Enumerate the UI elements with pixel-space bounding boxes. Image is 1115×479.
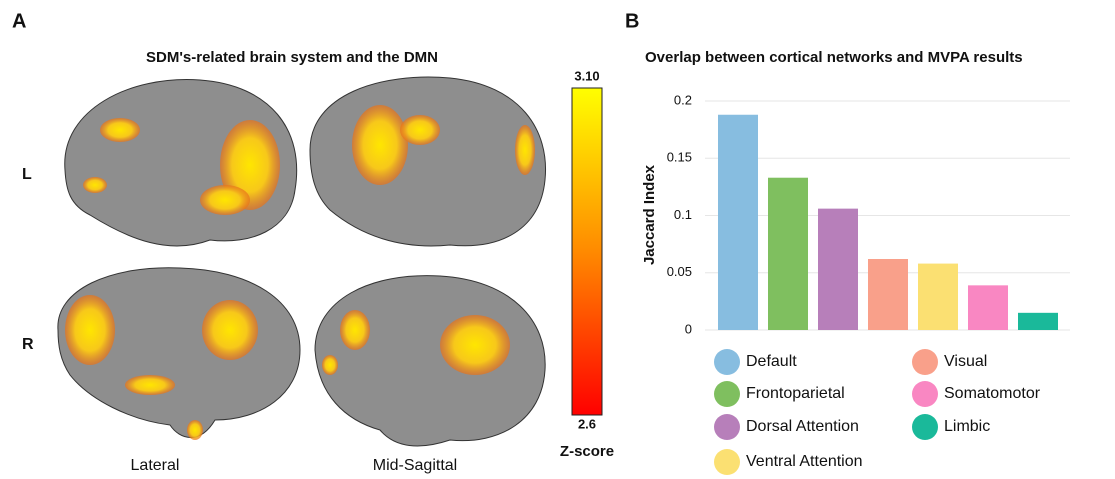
row-label: L [22,166,32,183]
legend-swatch [912,381,938,407]
legend-label: Dorsal Attention [746,418,859,435]
column-label: Mid-Sagittal [373,457,457,474]
colorbar-min: 2.6 [578,416,596,431]
legend-label: Default [746,353,797,370]
legend-label: Somatomotor [944,385,1041,402]
column-label: Lateral [131,457,180,474]
figure: A SDM's-related brain system and the DMN… [0,0,1115,479]
bar [768,178,808,330]
bar [1018,313,1058,330]
legend-label: Visual [944,353,987,370]
legend-label: Ventral Attention [746,453,863,470]
colorbar [572,88,602,415]
y-tick-label: 0.15 [667,150,692,165]
legend-swatch [714,381,740,407]
legend-label: Limbic [944,418,990,435]
legend-swatch [912,414,938,440]
y-axis-label: Jaccard Index [641,164,658,265]
bar [968,285,1008,330]
y-tick-label: 0.1 [674,207,692,222]
colorbar-label: Z-score [560,443,614,460]
chart-title: Overlap between cortical networks and MV… [645,49,1023,66]
panel-letter: B [625,10,639,32]
legend-swatch [714,449,740,475]
legend-swatch [912,349,938,375]
row-label: R [22,336,34,353]
panel-title: SDM's-related brain system and the DMN [146,49,438,66]
legend-swatch [714,349,740,375]
bar [868,259,908,330]
legend-swatch [714,414,740,440]
y-tick-label: 0 [685,321,692,336]
bar [818,209,858,330]
bar [918,264,958,330]
brain-images [58,77,546,446]
colorbar-max: 3.10 [574,68,599,83]
legend-label: Frontoparietal [746,385,845,402]
y-tick-label: 0.2 [674,92,692,107]
y-tick-label: 0.05 [667,264,692,279]
panel-letter: A [12,10,26,32]
bar [718,115,758,330]
